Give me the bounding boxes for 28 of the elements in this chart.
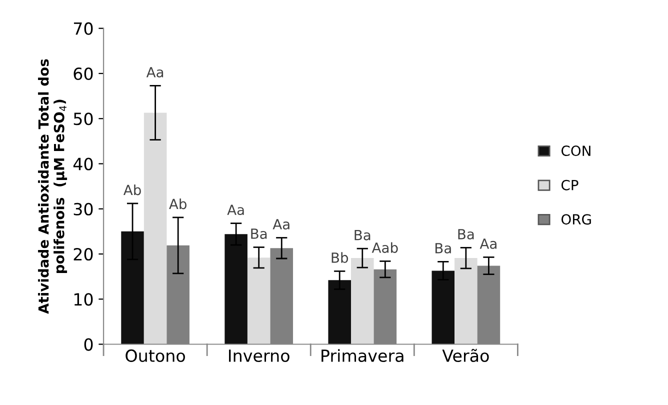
x-tick-label: Outono (126, 349, 185, 362)
data-label: Ba (435, 243, 451, 254)
y-tick-label: 20 (74, 248, 93, 261)
y-axis-title: Atividade Antioxidante Total dos polifenois (µM FeSO$_{4}$) (38, 59, 68, 314)
data-label: Aa (272, 219, 290, 230)
x-tick-label: Verão (442, 348, 489, 362)
y-tick-label: 10 (74, 293, 93, 306)
x-tick-label: Primavera (322, 349, 404, 362)
data-label: Aab (372, 242, 398, 253)
legend-label: CON (561, 146, 590, 156)
legend-label: CP (561, 180, 578, 190)
data-label: Aa (480, 238, 496, 249)
data-label: Ab (169, 198, 186, 210)
y-tick-label: 60 (74, 67, 93, 80)
data-label: Ab (123, 184, 141, 196)
data-label: Ba (458, 229, 474, 240)
data-label: Aa (227, 204, 244, 216)
y-tick-label: 50 (74, 112, 93, 126)
y-tick-label: 0 (84, 338, 93, 351)
y-tick-label: 40 (73, 158, 93, 170)
data-label: Bb (332, 252, 348, 263)
y-tick-label: 70 (74, 22, 93, 35)
legend-label: ORG (561, 214, 591, 225)
data-label: Ba (354, 230, 370, 240)
y-tick-label: 30 (74, 202, 93, 216)
data-label: Aa (146, 67, 164, 78)
data-label: Ba (251, 228, 267, 239)
x-tick-label: Inverno (229, 350, 290, 362)
